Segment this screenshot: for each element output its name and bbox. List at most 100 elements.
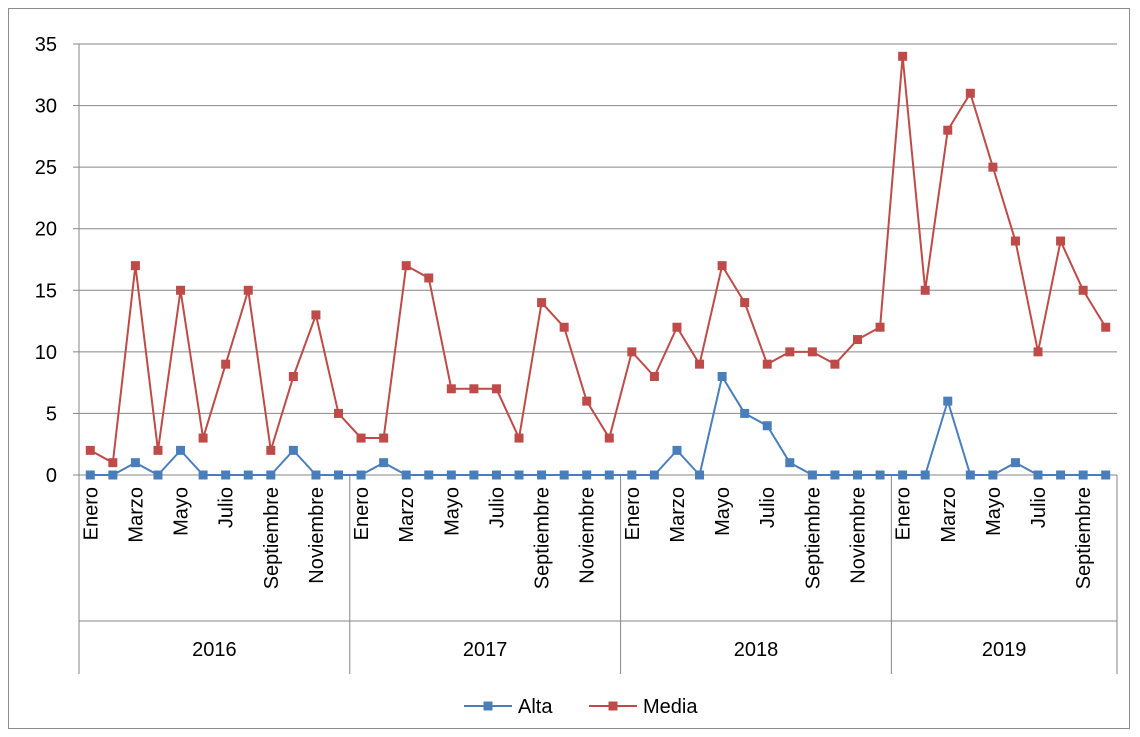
data-point-alta: [875, 470, 885, 480]
data-point-media: [762, 359, 772, 369]
data-point-alta: [627, 470, 637, 480]
year-label: 2019: [982, 639, 1027, 661]
data-point-alta: [695, 470, 705, 480]
month-label: Marzo: [938, 487, 960, 543]
data-point-media: [672, 322, 682, 332]
data-point-media: [311, 310, 321, 320]
data-point-alta: [401, 470, 411, 480]
data-point-alta: [559, 470, 569, 480]
data-point-alta: [920, 470, 930, 480]
month-label: Mayo: [712, 487, 734, 536]
data-point-media: [153, 445, 163, 455]
y-tick-label: 15: [35, 280, 57, 302]
data-point-alta: [1033, 470, 1043, 480]
data-point-media: [288, 371, 298, 381]
data-point-alta: [830, 470, 840, 480]
data-point-alta: [762, 421, 772, 431]
data-point-media: [469, 384, 479, 394]
data-point-media: [875, 322, 885, 332]
chart-frame: 0 5 10 15 20 25 30 35 2016 2017 2018 2019 Enero Marz…: [8, 8, 1130, 729]
month-label: Enero: [622, 487, 644, 540]
legend-marker-alta: [483, 701, 493, 711]
data-point-media: [221, 359, 231, 369]
y-tick-label: 25: [35, 157, 57, 179]
data-point-alta: [288, 445, 298, 455]
month-label: Noviembre: [306, 487, 328, 584]
month-label: Marzo: [125, 487, 147, 543]
series-line-media: [89, 55, 1107, 464]
data-point-media: [988, 162, 998, 172]
data-point-media: [379, 433, 389, 443]
data-point-alta: [1056, 470, 1066, 480]
month-label: Enero: [351, 487, 373, 540]
data-point-alta: [446, 470, 456, 480]
line-chart: 0 5 10 15 20 25 30 35 2016 2017 2018 2019 Enero Marz…: [35, 34, 1118, 718]
data-point-alta: [379, 458, 389, 468]
data-point-alta: [424, 470, 434, 480]
legend: Alta Media: [464, 696, 698, 718]
data-point-alta: [785, 458, 795, 468]
y-tick-label: 35: [35, 34, 57, 56]
data-point-media: [334, 408, 343, 418]
data-point-media: [108, 458, 118, 468]
data-point-media: [965, 88, 975, 98]
data-point-alta: [988, 470, 998, 480]
data-point-media: [1033, 347, 1043, 357]
month-label: Enero: [893, 487, 915, 540]
data-point-alta: [582, 470, 592, 480]
data-point-alta: [221, 470, 231, 480]
data-point-media: [785, 347, 795, 357]
year-label: 2018: [734, 639, 779, 661]
x-tick-labels: 2016 2017 2018 2019 Enero Marzo Mayo Julio Septi…: [80, 487, 1095, 661]
data-point-alta: [853, 470, 862, 480]
month-label: Septiembre: [532, 487, 554, 589]
data-point-media: [514, 433, 524, 443]
data-point-alta: [153, 470, 163, 480]
month-label: Marzo: [396, 487, 418, 543]
year-label: 2017: [463, 639, 508, 661]
data-point-alta: [266, 470, 276, 480]
month-label: Mayo: [441, 487, 463, 536]
month-label: Julio: [757, 487, 779, 528]
month-label: Julio: [216, 487, 238, 528]
data-point-media: [807, 347, 817, 357]
data-point-media: [853, 335, 862, 345]
data-point-alta: [243, 470, 253, 480]
legend-label-alta: Alta: [518, 696, 553, 718]
data-point-media: [1056, 236, 1066, 246]
data-point-alta: [491, 470, 501, 480]
data-point-alta: [649, 470, 659, 480]
data-point-media: [717, 261, 727, 271]
data-point-media: [266, 445, 276, 455]
month-label: Mayo: [983, 487, 1005, 536]
data-point-alta: [965, 470, 975, 480]
month-label: Marzo: [667, 487, 689, 543]
data-point-alta: [807, 470, 817, 480]
data-point-media: [582, 396, 592, 406]
data-point-media: [943, 125, 953, 135]
data-point-alta: [537, 470, 547, 480]
gridlines: [79, 43, 1117, 414]
y-tick-label: 30: [35, 96, 57, 118]
data-point-alta: [130, 458, 140, 468]
y-tick-label: 5: [46, 403, 57, 425]
data-point-media: [1101, 322, 1111, 332]
data-point-alta: [672, 445, 682, 455]
month-label: Septiembre: [802, 487, 824, 589]
data-point-alta: [356, 470, 366, 480]
data-point-alta: [514, 470, 524, 480]
data-point-alta: [1078, 470, 1088, 480]
data-point-media: [695, 359, 705, 369]
data-point-media: [1078, 285, 1088, 295]
data-point-media: [85, 445, 95, 455]
month-label: Septiembre: [261, 487, 283, 589]
y-tick-labels: 0 5 10 15 20 25 30 35: [35, 34, 57, 487]
year-label: 2016: [192, 639, 237, 661]
data-point-media: [559, 322, 569, 332]
data-point-alta: [604, 470, 614, 480]
data-point-alta: [469, 470, 479, 480]
data-point-media: [243, 285, 253, 295]
data-point-media: [198, 433, 208, 443]
data-point-media: [1010, 236, 1020, 246]
data-point-media: [401, 261, 411, 271]
